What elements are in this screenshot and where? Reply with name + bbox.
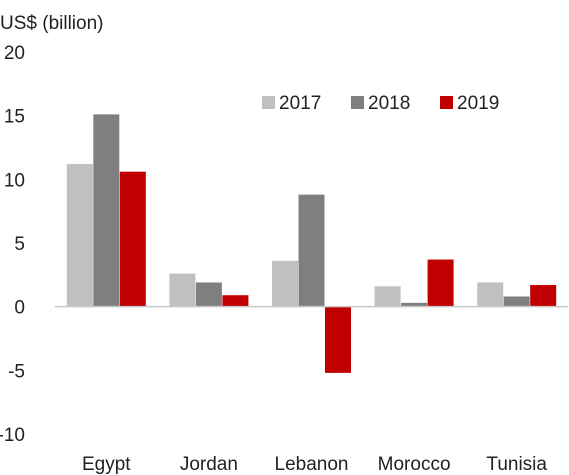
bar-egypt-2017	[66, 164, 93, 307]
bar-morocco-2017	[374, 286, 401, 307]
x-tick-labels: Egypt Jordan Lebanon Morocco Tunisia	[82, 454, 547, 475]
bar-morocco-2018	[401, 302, 428, 307]
y-axis-label: US$ (billion)	[0, 13, 103, 34]
y-tick-label: 5	[14, 234, 25, 255]
bar-jordan-2018	[195, 282, 222, 307]
y-tick-label: -5	[8, 361, 25, 382]
bar-lebanon-2018	[298, 194, 325, 307]
y-tick-label: 0	[14, 298, 25, 319]
bar-egypt-2019	[119, 171, 146, 307]
x-tick-label-lebanon: Lebanon	[275, 454, 349, 475]
y-tick-label: 20	[4, 43, 25, 64]
bar-tunisia-2018	[503, 296, 530, 307]
bar-tunisia-2019	[530, 285, 557, 307]
legend: 2017 2018 2019	[262, 93, 499, 114]
legend-label-2018: 2018	[368, 93, 410, 114]
legend-label-2019: 2019	[457, 93, 499, 114]
bar-tunisia-2017	[477, 282, 504, 307]
legend-swatch-2019	[440, 96, 453, 109]
x-tick-label-egypt: Egypt	[82, 454, 131, 475]
bar-jordan-2019	[222, 295, 249, 307]
bars	[66, 114, 557, 373]
x-tick-label-morocco: Morocco	[378, 454, 451, 475]
bar-lebanon-2019	[325, 306, 351, 373]
bar-lebanon-2017	[272, 260, 298, 307]
x-tick-label-jordan: Jordan	[180, 454, 238, 475]
bar-egypt-2018	[93, 114, 120, 307]
legend-label-2017: 2017	[279, 93, 321, 114]
x-tick-label-tunisia: Tunisia	[486, 454, 547, 475]
bar-morocco-2019	[427, 259, 454, 307]
y-tick-label: 15	[4, 107, 25, 128]
y-tick-label: 10	[4, 170, 25, 191]
y-tick-labels: 20 15 10 5 0 -5 -10	[0, 43, 25, 446]
legend-swatch-2018	[351, 96, 364, 109]
y-tick-label: -10	[0, 425, 25, 446]
bar-jordan-2017	[169, 273, 196, 307]
legend-swatch-2017	[262, 96, 275, 109]
